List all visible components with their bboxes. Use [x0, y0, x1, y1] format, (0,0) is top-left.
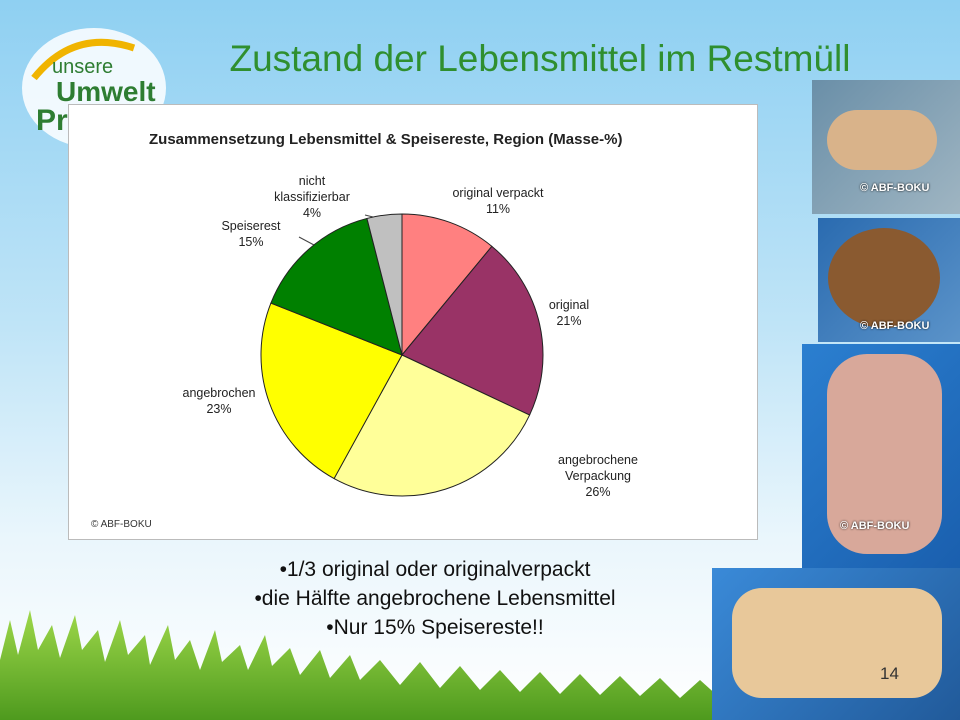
- pie-chart: [260, 213, 544, 497]
- bullet-list: 1/3 original oder originalverpackt die H…: [120, 555, 750, 642]
- photo-object: [732, 588, 942, 698]
- chart-title: Zusammensetzung Lebensmittel & Speiseres…: [149, 131, 623, 148]
- leader-line: [298, 236, 315, 246]
- pie-slice: [366, 213, 403, 356]
- slice-name: Speiserest: [221, 219, 281, 233]
- slice-name: nicht klassifizierbar: [274, 174, 350, 204]
- slice-label: original 21%: [504, 297, 634, 329]
- logo-text: Umwelt: [56, 76, 156, 107]
- slice-label: Speiserest 15%: [186, 218, 316, 250]
- photo-object: [828, 228, 940, 328]
- bullet: Nur 15% Speisereste!!: [120, 613, 750, 642]
- slide-title: Zustand der Lebensmittel im Restmüll: [229, 38, 851, 79]
- slice-name: angebrochene Verpackung: [558, 453, 638, 483]
- slice-value: 21%: [556, 314, 582, 328]
- logo-text: unsere: [52, 56, 114, 78]
- slice-value: 4%: [302, 206, 322, 220]
- slice-name: angebrochen: [182, 386, 256, 400]
- slice-value: 15%: [238, 235, 264, 249]
- slice-label: nicht klassifizierbar 4%: [247, 173, 377, 221]
- slice-name: original: [548, 298, 590, 312]
- photo: © ABF-BOKU: [812, 80, 960, 214]
- grass: [0, 610, 720, 720]
- slice-name: original verpackt: [452, 186, 544, 200]
- slice-value: 26%: [585, 485, 611, 499]
- pie-slice: [260, 302, 403, 480]
- pie-slice: [401, 245, 544, 416]
- page-number: 14: [880, 664, 899, 683]
- pie-slice: [270, 217, 403, 356]
- photo: [712, 568, 960, 720]
- slice-value: 23%: [206, 402, 232, 416]
- chart: Zusammensetzung Lebensmittel & Speiseres…: [68, 104, 758, 540]
- leader-line: [364, 214, 374, 218]
- photo-caption: © ABF-BOKU: [860, 320, 930, 332]
- photo: © ABF-BOKU: [802, 344, 960, 570]
- slice-value: 11%: [485, 202, 511, 216]
- photo: © ABF-BOKU: [818, 218, 960, 342]
- slice-label: angebrochen 23%: [154, 385, 284, 417]
- bullet: 1/3 original oder originalverpackt: [120, 555, 750, 584]
- bullet: die Hälfte angebrochene Lebensmittel: [120, 584, 750, 613]
- photo-object: [827, 354, 942, 554]
- photo-object: [827, 110, 937, 170]
- slice-label: original verpackt 11%: [433, 185, 563, 217]
- pie-slice: [401, 213, 493, 357]
- photo-caption: © ABF-BOKU: [860, 182, 930, 194]
- photo-caption: © ABF-BOKU: [840, 520, 910, 532]
- slice-label: angebrochene Verpackung 26%: [533, 452, 663, 500]
- chart-copyright: © ABF-BOKU: [91, 519, 152, 530]
